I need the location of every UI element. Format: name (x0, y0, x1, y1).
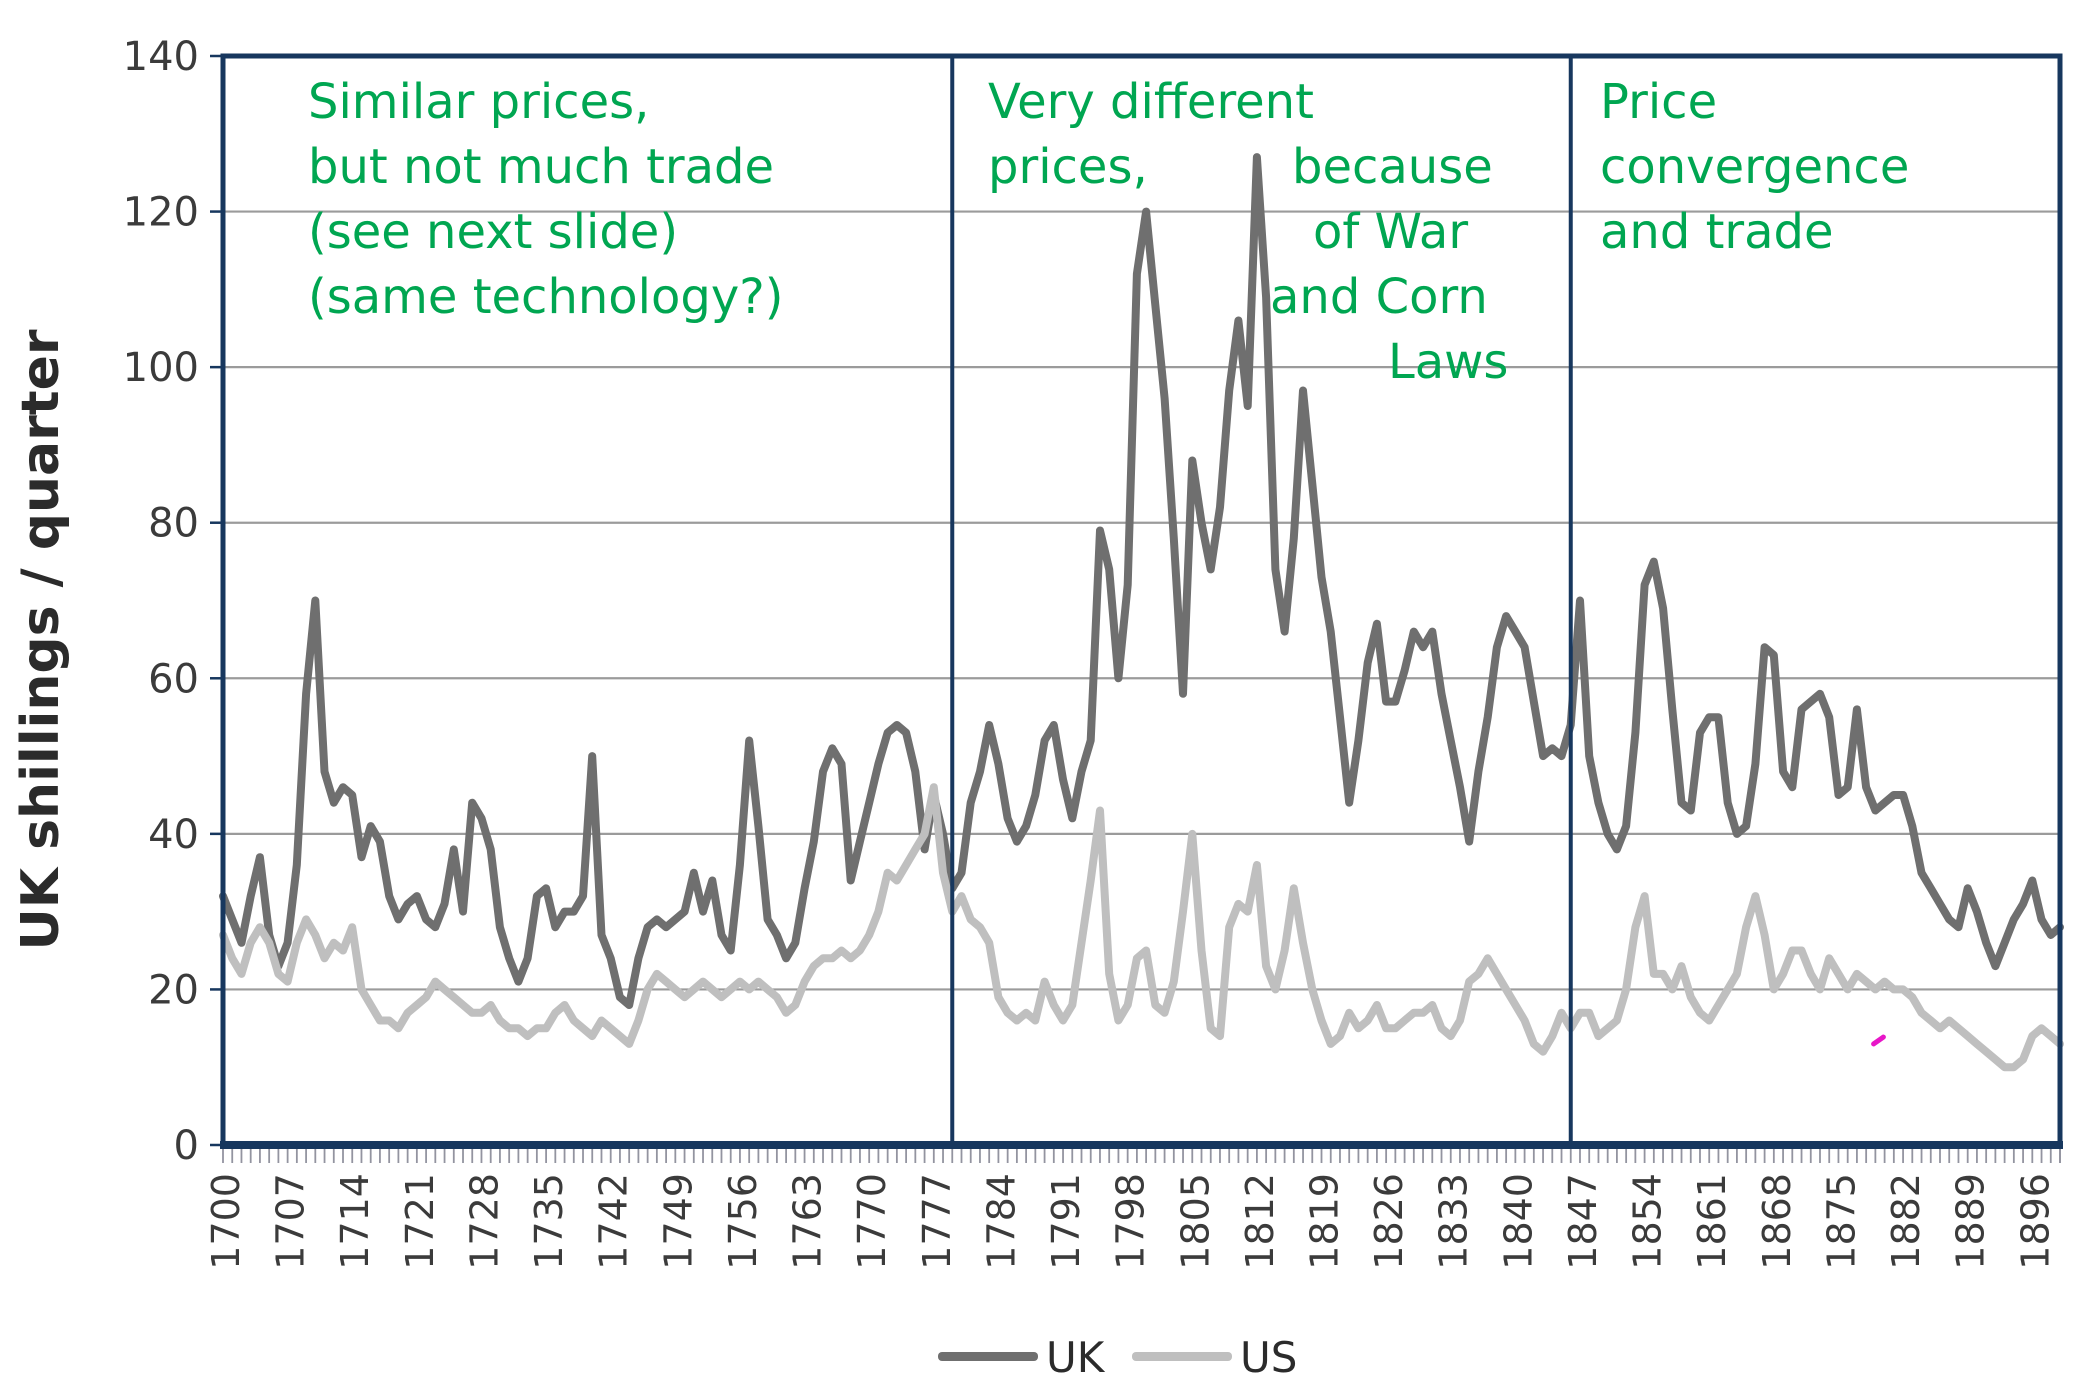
annotation-line: prices, (988, 139, 1148, 195)
annotation-line: Laws (1388, 334, 1509, 390)
x-tick-label: 1896 (2013, 1173, 2057, 1270)
y-tick-label: 0 (174, 1123, 199, 1169)
x-tick-label: 1728 (462, 1173, 506, 1270)
y-axis-title: UK shillings / quarter (11, 329, 71, 950)
legend-us-swatch (1132, 1352, 1232, 1361)
x-tick-label: 1882 (1884, 1173, 1928, 1270)
x-tick-label: 1721 (398, 1173, 442, 1270)
x-tick-label: 1875 (1819, 1173, 1863, 1270)
x-tick-label: 1854 (1626, 1173, 1670, 1270)
x-tick-label: 1868 (1755, 1173, 1799, 1270)
y-tick-label: 40 (148, 812, 199, 858)
x-tick-label: 1749 (656, 1173, 700, 1270)
x-tick-label: 1791 (1044, 1173, 1088, 1270)
x-tick-label: 1840 (1496, 1173, 1540, 1270)
x-tick-label: 1763 (786, 1173, 830, 1270)
x-tick-label: 1861 (1690, 1173, 1734, 1270)
annotation-line: Very different (988, 74, 1314, 130)
x-tick-label: 1798 (1109, 1173, 1153, 1270)
x-tick-label: 1847 (1561, 1173, 1605, 1270)
x-tick-label: 1784 (979, 1173, 1023, 1270)
annotation-line: (see next slide) (308, 204, 679, 260)
x-tick-label: 1735 (527, 1173, 571, 1270)
annotation-line: but not much trade (308, 139, 775, 195)
x-tick-label: 1889 (1949, 1173, 1993, 1270)
annotation-line: and trade (1600, 204, 1834, 260)
legend-uk-swatch (938, 1352, 1038, 1361)
y-tick-label: 80 (148, 501, 199, 547)
x-tick-label: 1770 (850, 1173, 894, 1270)
x-tick-label: 1714 (333, 1173, 377, 1270)
y-tick-label: 120 (123, 190, 199, 236)
y-tick-label: 140 (123, 34, 199, 80)
us-series-line (219, 783, 2064, 1072)
legend-us-label: US (1240, 1333, 1297, 1382)
y-tick-label: 60 (148, 656, 199, 702)
annotation-line: of War (1313, 204, 1469, 260)
annotation-line: Price (1600, 74, 1718, 130)
uk-series-line (219, 153, 2064, 1009)
x-tick-label: 1742 (592, 1173, 636, 1270)
x-tick-label: 1826 (1367, 1173, 1411, 1270)
annotation-price-convergence: Price convergence and trade (1600, 70, 1909, 265)
annotation-line: Similar prices, (308, 74, 650, 130)
annotation-line: and Corn (1270, 269, 1488, 325)
x-tick-label: 1812 (1238, 1173, 1282, 1270)
annotation-line: (same technology?) (308, 269, 784, 325)
annotation-line: convergence (1600, 139, 1910, 195)
legend-uk-label: UK (1046, 1333, 1106, 1382)
annotation-similar-prices: Similar prices, but not much trade (see … (308, 70, 783, 330)
x-tick-label: 1707 (269, 1173, 313, 1270)
x-tick-label: 1777 (915, 1173, 959, 1270)
x-tick-label: 1756 (721, 1173, 765, 1270)
x-tick-label: 1819 (1303, 1173, 1347, 1270)
x-tick-label: 1833 (1432, 1173, 1476, 1270)
x-tick-label: 1700 (204, 1173, 248, 1270)
y-tick-label: 20 (148, 967, 199, 1013)
x-tick-label: 1805 (1173, 1173, 1217, 1270)
y-tick-label: 100 (123, 345, 199, 391)
annotation-line: because (1292, 139, 1493, 195)
